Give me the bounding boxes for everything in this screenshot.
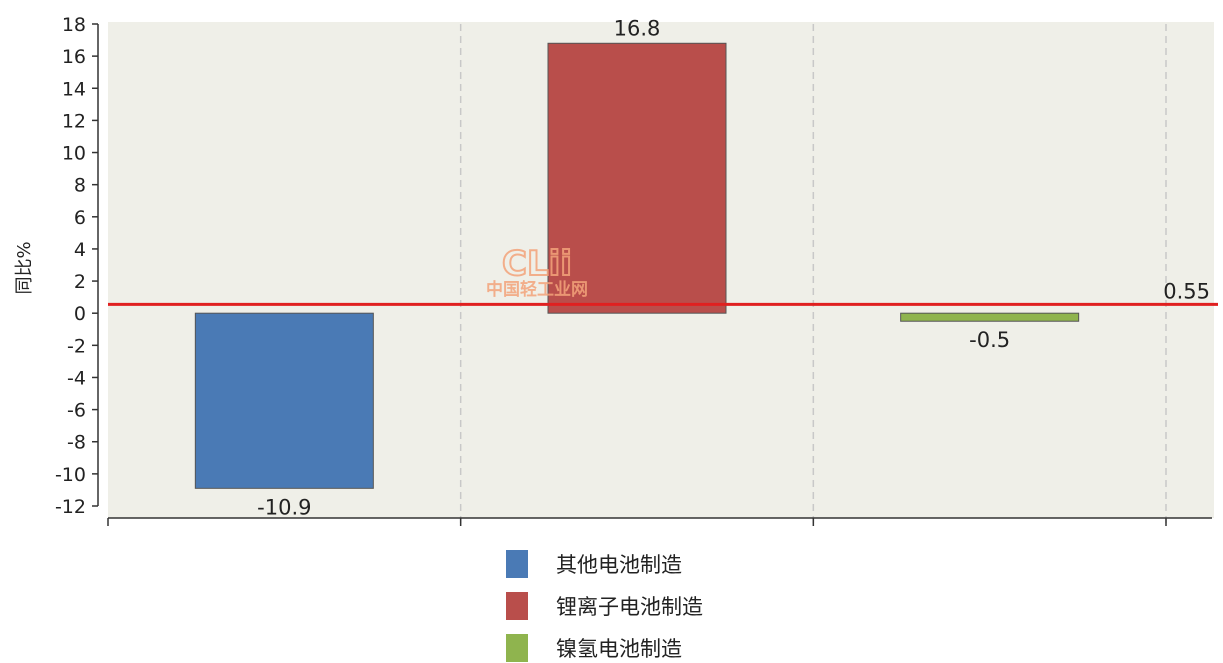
reference-line: 0.55 (108, 279, 1218, 306)
y-tick-label: -6 (67, 400, 86, 422)
vertical-gridlines (459, 24, 1167, 528)
bar-value-label: -0.5 (969, 328, 1010, 352)
legend-label: 其他电池制造 (556, 553, 682, 577)
y-tick-label: 10 (62, 143, 86, 165)
bars (194, 42, 1080, 489)
y-tick-label: 18 (62, 14, 86, 36)
legend-swatch (506, 550, 528, 578)
watermark-logo: CLii 中国轻工业网 (486, 243, 588, 300)
bar (194, 312, 374, 489)
y-axis-label: 同比% (14, 241, 35, 294)
bar-value-label: 16.8 (614, 16, 661, 40)
y-tick-label: 0 (74, 303, 86, 325)
y-tick-label: -8 (67, 432, 86, 454)
legend-swatch (506, 634, 528, 662)
y-tick-label: -10 (55, 464, 86, 486)
y-axis: -12 -10 -8 -6 -4 -2 0 2 4 6 8 10 12 14 16 18 (55, 14, 99, 518)
y-tick-label: 4 (74, 239, 86, 261)
watermark-logo-text: CLii (502, 244, 572, 284)
y-tick-label: 16 (62, 46, 86, 68)
y-tick-label: 14 (62, 78, 86, 100)
legend-swatch (506, 592, 528, 620)
y-tick-label: -12 (55, 496, 86, 518)
reference-line-label: 0.55 (1163, 279, 1210, 303)
y-tick-label: 12 (62, 110, 86, 132)
x-axis (107, 517, 1212, 526)
bar (547, 42, 727, 314)
bar (900, 312, 1080, 322)
watermark-text: 中国轻工业网 (486, 279, 588, 300)
y-tick-label: 6 (74, 207, 86, 229)
y-tick-label: 2 (74, 271, 86, 293)
bar-value-label: -10.9 (257, 495, 311, 519)
y-tick-label: -4 (67, 367, 86, 389)
legend-label: 锂离子电池制造 (556, 595, 703, 619)
y-tick-label: -2 (67, 335, 86, 357)
y-tick-label: 8 (74, 175, 86, 197)
legend-label: 镍氢电池制造 (556, 637, 682, 661)
data-labels: -10.9 16.8 -0.5 (257, 16, 1010, 519)
